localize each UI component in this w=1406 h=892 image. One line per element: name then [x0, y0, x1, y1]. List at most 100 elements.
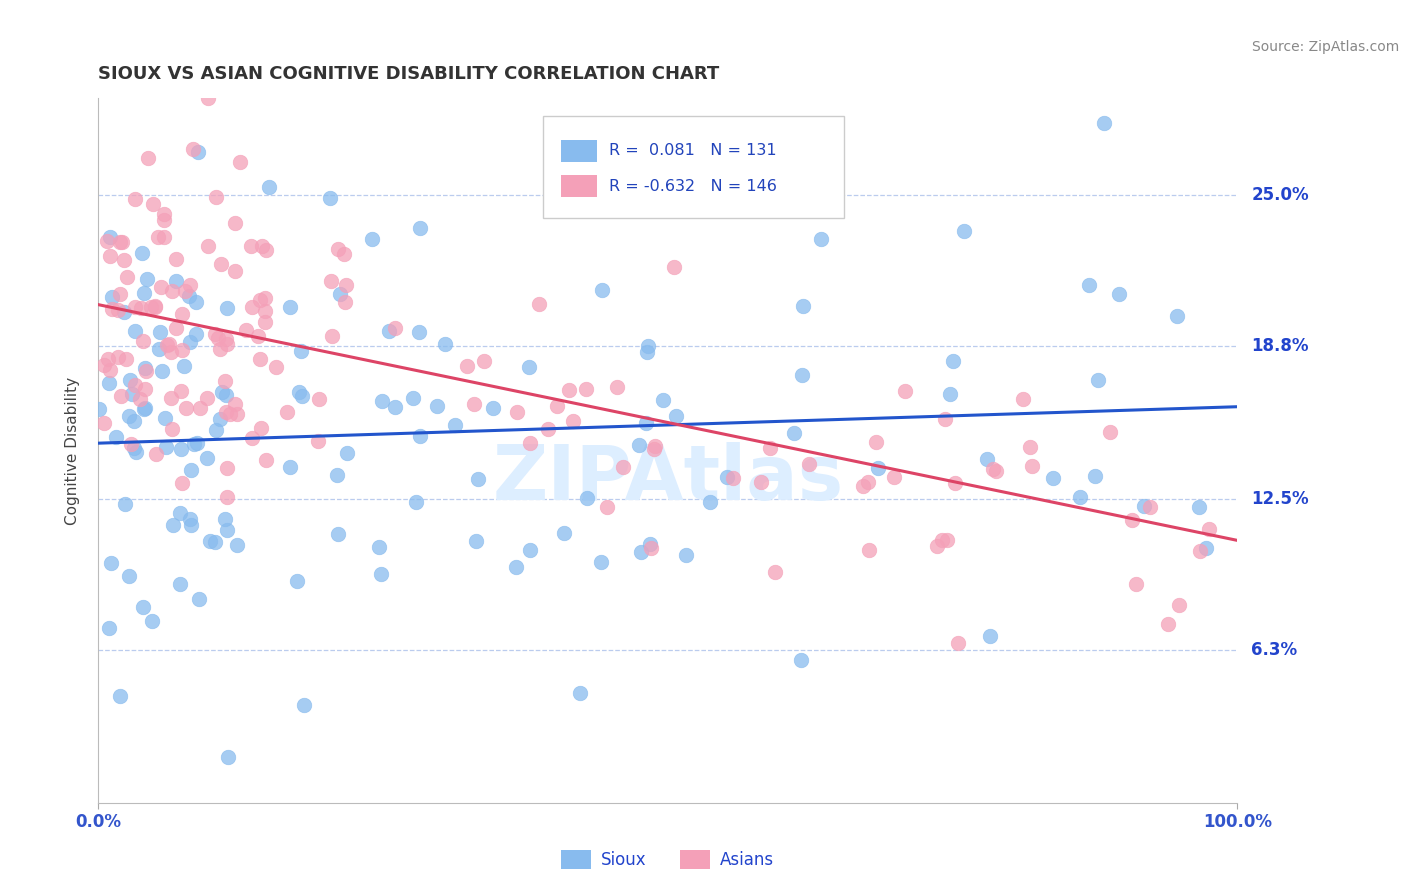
Point — [370, 566, 392, 581]
Point — [207, 331, 229, 345]
Point — [214, 374, 236, 388]
Point — [1042, 470, 1064, 484]
Point — [976, 451, 998, 466]
Point — [246, 329, 269, 343]
Point — [630, 545, 652, 559]
Point — [160, 345, 183, 359]
Point — [792, 368, 814, 382]
Point — [97, 376, 120, 391]
Point — [1069, 490, 1091, 504]
Point — [217, 523, 239, 537]
Point — [224, 397, 246, 411]
Point — [132, 401, 155, 416]
Point — [217, 749, 239, 764]
Point — [1019, 440, 1042, 454]
Point — [129, 301, 152, 315]
Point — [1198, 523, 1220, 537]
Point — [204, 327, 226, 342]
Point — [157, 337, 180, 351]
Point — [472, 354, 495, 368]
Point — [606, 380, 628, 394]
Point — [145, 447, 167, 461]
Point — [799, 458, 821, 472]
Point — [329, 286, 352, 301]
Legend: Sioux, Asians: Sioux, Asians — [554, 843, 782, 876]
Point — [254, 452, 277, 467]
Point — [204, 190, 226, 204]
Point — [170, 476, 193, 491]
Point — [162, 517, 184, 532]
Point — [98, 248, 121, 262]
Point — [254, 243, 277, 257]
Point — [148, 230, 170, 244]
Point — [868, 461, 890, 475]
Point — [148, 342, 170, 356]
Point — [1087, 374, 1109, 388]
Point — [214, 405, 236, 419]
Point — [179, 335, 201, 350]
Point — [134, 401, 156, 415]
Point — [952, 224, 974, 238]
Point — [328, 242, 350, 256]
Point — [249, 293, 271, 307]
Point — [665, 409, 688, 423]
Point — [179, 512, 201, 526]
Y-axis label: Cognitive Disability: Cognitive Disability — [65, 376, 80, 524]
Point — [211, 384, 233, 399]
Point — [894, 384, 917, 398]
Point — [250, 421, 273, 435]
Point — [224, 216, 246, 230]
Point — [984, 464, 1007, 478]
Point — [160, 422, 183, 436]
Point — [98, 621, 121, 635]
Point — [179, 277, 201, 292]
Point — [215, 490, 238, 504]
Point — [467, 472, 489, 486]
Point — [290, 343, 312, 358]
Point — [111, 235, 134, 249]
Point — [409, 221, 432, 235]
Point — [561, 414, 583, 428]
Point — [326, 527, 349, 541]
Point — [1188, 500, 1211, 514]
Point — [195, 391, 218, 405]
Point — [124, 377, 146, 392]
Point — [361, 232, 384, 246]
Point — [434, 337, 457, 351]
Text: Source: ZipAtlas.com: Source: ZipAtlas.com — [1251, 40, 1399, 54]
Point — [935, 533, 957, 548]
Point — [250, 239, 273, 253]
Point — [335, 278, 357, 293]
Point — [135, 364, 157, 378]
Point — [790, 653, 813, 667]
Point — [170, 384, 193, 399]
Point — [153, 411, 176, 425]
Point — [197, 451, 219, 466]
Point — [1078, 277, 1101, 292]
Point — [640, 541, 662, 555]
Point — [165, 274, 187, 288]
Point — [596, 500, 619, 514]
Point — [591, 283, 613, 297]
Point — [180, 518, 202, 533]
Point — [215, 332, 238, 346]
Point — [384, 320, 406, 334]
Text: 6.3%: 6.3% — [1251, 640, 1298, 658]
Point — [165, 252, 187, 266]
Point — [259, 180, 281, 194]
Point — [280, 459, 302, 474]
Point — [546, 399, 568, 413]
Point — [1021, 459, 1043, 474]
Point — [172, 343, 194, 357]
Point — [865, 435, 887, 450]
Point — [1125, 577, 1147, 591]
Point — [160, 285, 183, 299]
Text: R = -0.632   N = 146: R = -0.632 N = 146 — [609, 178, 776, 194]
Point — [214, 512, 236, 526]
Point — [209, 256, 232, 270]
Point — [112, 304, 135, 318]
Point — [96, 234, 118, 248]
Point — [505, 560, 527, 574]
Point — [336, 446, 359, 460]
Point — [169, 442, 191, 456]
